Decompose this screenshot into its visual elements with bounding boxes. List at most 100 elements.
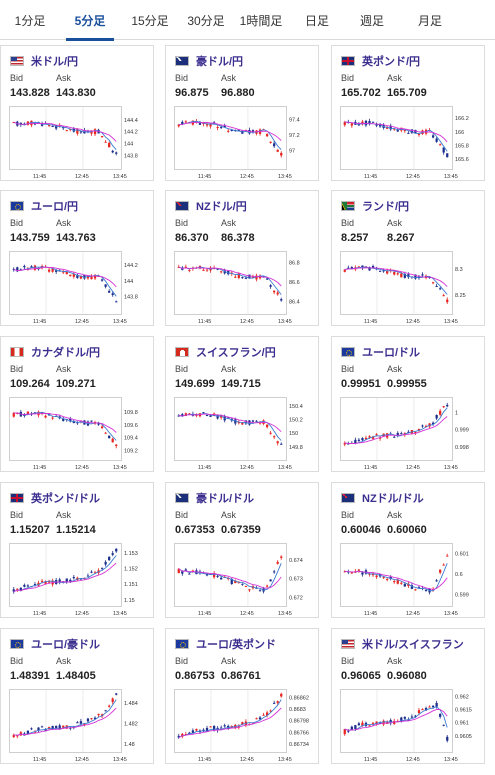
mini-chart[interactable]: 1.153 1.152 1.151 1.15 11:45 12:45 13:45 — [9, 543, 145, 617]
candle-body — [417, 587, 421, 589]
tab-7[interactable]: 月足 — [417, 14, 442, 28]
candle-body — [58, 579, 61, 583]
y-tick-label: 109.8 — [124, 410, 138, 416]
y-tick-label: 165.8 — [455, 144, 469, 150]
y-tick-label: 144.4 — [124, 118, 138, 124]
candle-body — [72, 421, 75, 423]
mini-chart[interactable]: 1 0.999 0.998 11:45 12:45 13:45 — [340, 397, 476, 471]
candle-body — [244, 277, 248, 279]
ask-label: Ask — [56, 73, 72, 83]
candle-body — [79, 721, 83, 724]
currency-card[interactable]: 豪ドル/円 Bid Ask 96.875 96.880 97.4 97.2 97 11:45 12… — [165, 45, 319, 181]
candle-body — [51, 268, 54, 272]
currency-pair-name[interactable]: NZドル/ドル — [362, 493, 424, 505]
tab-6[interactable]: 週足 — [359, 14, 384, 28]
currency-card[interactable]: 米ドル/円 Bid Ask 143.828 143.830 144.4 144.2 144 14… — [0, 45, 154, 181]
candle-body — [273, 571, 276, 573]
x-tick-label: 11:45 — [364, 465, 377, 471]
mini-chart[interactable]: 109.8 109.6 109.4 109.2 11:45 12:45 13:45 — [9, 397, 145, 471]
currency-card[interactable]: 英ポンド/円 Bid Ask 165.702 165.709 166.2 166 165.8 1… — [331, 45, 485, 181]
currency-card[interactable]: ユーロ/円 Bid Ask 143.759 143.763 144.2 144 143.8 11… — [0, 190, 154, 326]
bid-value: 1.48391 — [10, 670, 50, 682]
x-tick-label: 11:45 — [33, 465, 46, 471]
ask-label: Ask — [387, 656, 403, 666]
currency-card[interactable]: 豪ドル/ドル Bid Ask 0.67353 0.67359 0.674 0.673 0.67… — [165, 482, 319, 618]
mini-chart[interactable]: 144.4 144.2 144 143.8 11:45 12:45 13:45 — [9, 106, 145, 180]
currency-pair-name[interactable]: スイスフラン/円 — [196, 347, 276, 359]
currency-pair-name[interactable]: ユーロ/ドル — [362, 347, 421, 359]
currency-pair-name[interactable]: 米ドル/スイスフラン — [362, 639, 464, 651]
candle-body — [439, 713, 442, 717]
currency-pair-name[interactable]: ユーロ/英ポンド — [196, 639, 277, 651]
mini-chart[interactable]: 86.8 86.6 86.4 11:45 12:45 13:45 — [174, 251, 310, 325]
currency-pair-name[interactable]: NZドル/円 — [196, 201, 247, 213]
tab-5[interactable]: 日足 — [304, 14, 329, 28]
candle-body — [86, 131, 90, 133]
mini-chart[interactable]: 97.4 97.2 97 11:45 12:45 13:45 — [174, 106, 310, 180]
y-tick-label: 143.8 — [124, 295, 138, 301]
candle-body — [421, 274, 424, 276]
currency-pair-name[interactable]: 豪ドル/円 — [196, 56, 244, 68]
candle-body — [417, 134, 421, 136]
candle-body — [403, 273, 406, 278]
currency-card[interactable]: ユーロ/英ポンド Bid Ask 0.86753 0.86761 0.86862 0.868… — [165, 628, 319, 764]
currency-pair-name[interactable]: 英ポンド/ドル — [31, 493, 101, 505]
currency-card[interactable]: ユーロ/ドル Bid Ask 0.99951 0.99955 1 0.999 0.998 11:… — [331, 336, 485, 472]
mini-chart[interactable]: 0.674 0.673 0.672 11:45 12:45 13:45 — [174, 543, 310, 617]
chart-frame — [9, 397, 122, 461]
candle-body — [343, 571, 346, 573]
tab-2[interactable]: 15分足 — [131, 14, 169, 28]
candle-body — [76, 274, 79, 278]
currency-card[interactable]: 米ドル/スイスフラン Bid Ask 0.96065 0.96080 0.962 0.961… — [331, 628, 485, 764]
candle-body — [79, 131, 83, 133]
candle-body — [58, 725, 61, 730]
candle-body — [421, 709, 424, 711]
candle-body — [230, 129, 233, 131]
tab-1[interactable]: 5分足 — [60, 0, 120, 41]
currency-pair-name[interactable]: 英ポンド/円 — [362, 56, 421, 68]
currency-pair-name[interactable]: ランド/円 — [362, 201, 410, 213]
currency-pair-name[interactable]: ユーロ/円 — [31, 201, 79, 213]
candle-body — [40, 123, 44, 126]
ask-value: 143.763 — [56, 232, 96, 244]
currency-card[interactable]: スイスフラン/円 Bid Ask 149.699 149.715 150.4 150.2 15… — [165, 336, 319, 472]
candle-body — [378, 124, 382, 127]
currency-card[interactable]: ランド/円 Bid Ask 8.257 8.267 8.3 8.25 11:45 12:45 13… — [331, 190, 485, 326]
mini-chart[interactable]: 8.3 8.25 11:45 12:45 13:45 — [340, 251, 476, 325]
tab-4[interactable]: 1時間足 — [239, 14, 283, 28]
x-tick-label: 13:45 — [113, 757, 127, 763]
x-tick-label: 11:45 — [198, 174, 211, 180]
mini-chart[interactable]: 0.86862 0.8683 0.86798 0.86766 0.86734 11:45 1… — [174, 689, 310, 763]
currency-pair-name[interactable]: 米ドル/円 — [31, 56, 79, 68]
ask-value: 0.86761 — [221, 670, 261, 682]
mini-chart[interactable]: 144.2 144 143.8 11:45 12:45 13:45 — [9, 251, 145, 325]
ma-short-line — [13, 699, 117, 736]
candle-body — [111, 150, 114, 153]
y-tick-label: 109.6 — [124, 423, 138, 429]
candle-body — [26, 411, 30, 415]
bid-value: 165.702 — [341, 87, 381, 99]
currency-card[interactable]: 英ポンド/ドル Bid Ask 1.15207 1.15214 1.153 1.152 1.1… — [0, 482, 154, 618]
currency-card[interactable]: NZドル/円 Bid Ask 86.370 86.378 86.8 86.6 86.4 11:4… — [165, 190, 319, 326]
mini-chart[interactable]: 1.484 1.482 1.48 11:45 12:45 13:45 — [9, 689, 145, 763]
ask-value: 109.271 — [56, 378, 96, 390]
currency-pair-name[interactable]: 豪ドル/ドル — [196, 493, 255, 505]
currency-card[interactable]: カナダドル/円 Bid Ask 109.264 109.271 109.8 109.6 109… — [0, 336, 154, 472]
mini-chart[interactable]: 150.4 150.2 150 149.8 11:45 12:45 13:45 — [174, 397, 310, 471]
ask-value: 0.99955 — [387, 378, 427, 390]
currency-card[interactable]: NZドル/ドル Bid Ask 0.60046 0.60060 0.601 0.6 0.599… — [331, 482, 485, 618]
mini-chart[interactable]: 166.2 166 165.8 165.6 11:45 12:45 13:45 — [340, 106, 476, 180]
y-tick-label: 1.15 — [124, 598, 135, 604]
candle-body — [396, 129, 399, 132]
ask-label: Ask — [56, 656, 72, 666]
currency-card[interactable]: ユーロ/豪ドル Bid Ask 1.48391 1.48405 1.484 1.482 1.4… — [0, 628, 154, 764]
candle-body — [265, 424, 269, 428]
mini-chart[interactable]: 0.601 0.6 0.599 11:45 12:45 13:45 — [340, 543, 476, 617]
tab-3[interactable]: 30分足 — [187, 14, 225, 28]
currency-pair-name[interactable]: ユーロ/豪ドル — [31, 639, 101, 651]
tab-0[interactable]: 1分足 — [14, 14, 46, 28]
x-tick-label: 12:45 — [240, 174, 254, 180]
currency-pair-name[interactable]: カナダドル/円 — [31, 347, 101, 359]
mini-chart[interactable]: 0.962 0.9615 0.961 0.9605 11:45 12:45 13:45 — [340, 689, 476, 763]
candle-body — [439, 410, 442, 415]
